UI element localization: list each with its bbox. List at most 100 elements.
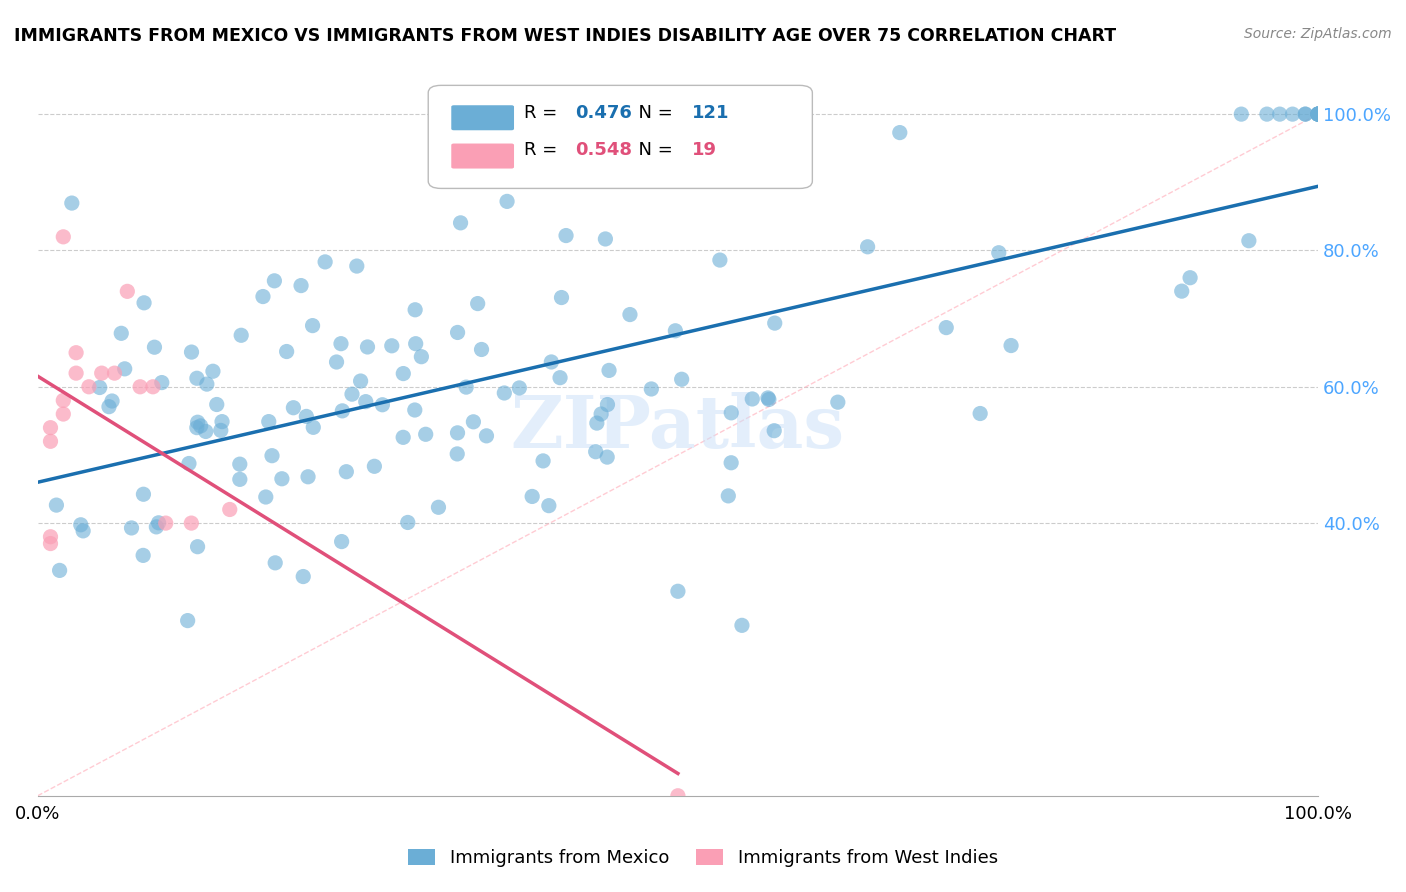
Point (720, 456, 742, 470)
Point (229, 472, 252, 486)
Point (671, 372, 693, 386)
Point (1000, 338, 1022, 352)
Point (257, 415, 280, 429)
Point (110, 326, 132, 341)
Point (187, 415, 209, 429)
Point (1281, 107, 1303, 121)
Point (52, 393, 75, 408)
Point (39, 536, 62, 550)
Point (302, 420, 325, 434)
Point (77, 380, 100, 394)
Point (65, 366, 87, 380)
Point (1256, 107, 1278, 121)
Point (741, 392, 763, 406)
Point (1294, 107, 1316, 121)
Point (1308, 107, 1330, 121)
Point (763, 316, 786, 330)
Point (619, 308, 641, 322)
Point (325, 355, 347, 369)
Point (340, 387, 363, 401)
Point (205, 397, 228, 411)
Point (709, 253, 731, 268)
Point (591, 407, 613, 421)
Point (301, 318, 323, 333)
Point (758, 392, 780, 407)
Point (48, 563, 70, 577)
Point (335, 465, 357, 479)
Point (640, 382, 662, 396)
Point (371, 398, 394, 412)
Point (586, 416, 609, 430)
Point (763, 424, 786, 438)
Point (1308, 107, 1330, 121)
Point (260, 449, 283, 463)
Point (90, 366, 112, 380)
Point (450, 216, 472, 230)
Point (187, 540, 209, 554)
Point (1308, 107, 1330, 121)
Point (180, 516, 202, 530)
Point (143, 340, 166, 354)
Text: 19: 19 (692, 141, 717, 159)
Point (330, 404, 353, 418)
Point (45, 498, 67, 512)
Point (101, 394, 124, 409)
Point (186, 420, 208, 434)
Point (231, 328, 253, 343)
Point (446, 425, 468, 440)
Legend: Immigrants from Mexico, Immigrants from West Indies: Immigrants from Mexico, Immigrants from … (401, 841, 1005, 874)
Point (354, 394, 377, 409)
Point (330, 336, 353, 351)
Point (470, 343, 492, 357)
Point (381, 339, 404, 353)
Point (349, 374, 371, 388)
Point (595, 232, 617, 246)
Point (176, 614, 198, 628)
Point (290, 278, 312, 293)
Point (60, 196, 83, 211)
Point (292, 569, 315, 583)
Point (666, 584, 689, 599)
Text: 121: 121 (692, 104, 730, 122)
Point (537, 499, 560, 513)
Point (148, 516, 170, 530)
Point (1308, 107, 1330, 121)
Point (201, 364, 224, 378)
Point (1268, 107, 1291, 121)
Point (195, 377, 218, 392)
Text: 0.476: 0.476 (575, 104, 633, 122)
Point (856, 240, 879, 254)
FancyBboxPatch shape (429, 86, 813, 188)
Point (218, 502, 240, 516)
Text: N =: N = (627, 104, 678, 122)
Point (69, 517, 91, 532)
Point (540, 355, 562, 369)
Point (117, 285, 139, 299)
Text: N =: N = (627, 141, 678, 159)
Point (1178, 270, 1201, 285)
Point (392, 430, 415, 444)
Point (666, 789, 689, 803)
Point (1308, 107, 1330, 121)
Point (585, 444, 607, 458)
Point (392, 367, 415, 381)
Point (209, 423, 232, 437)
Point (427, 500, 450, 515)
Point (731, 618, 754, 632)
Text: R =: R = (524, 141, 564, 159)
Point (264, 556, 287, 570)
Point (103, 366, 125, 380)
Point (496, 194, 519, 209)
Point (330, 534, 353, 549)
Point (889, 126, 911, 140)
Text: IMMIGRANTS FROM MEXICO VS IMMIGRANTS FROM WEST INDIES DISABILITY AGE OVER 75 COR: IMMIGRANTS FROM MEXICO VS IMMIGRANTS FRO… (14, 27, 1116, 45)
Point (276, 344, 298, 359)
Point (935, 320, 957, 334)
Point (52, 407, 75, 421)
Point (263, 274, 285, 288)
Point (186, 371, 208, 385)
Text: Source: ZipAtlas.com: Source: ZipAtlas.com (1244, 27, 1392, 41)
Text: R =: R = (524, 104, 564, 122)
Point (717, 489, 740, 503)
Point (314, 255, 336, 269)
